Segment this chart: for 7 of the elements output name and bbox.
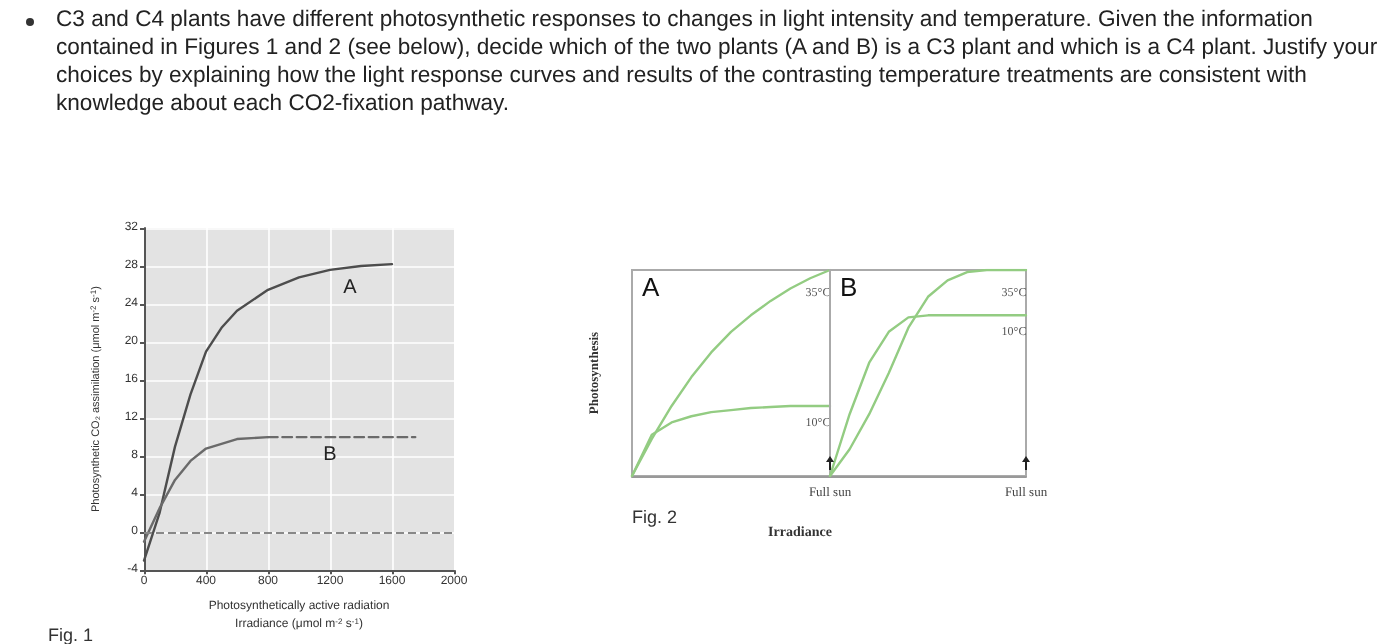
caption: Fig. 2 [632, 507, 678, 527]
chart-title: B [840, 272, 858, 302]
text: B [323, 444, 338, 467]
chart-title: A [642, 272, 660, 302]
text: C3 and C4 plants have different photosynthetic responses to changes in light intensity and temperature. Given the information contained in Figures 1 and 2 (see below), decide which of the two plants (A and B) is a C3 plant and which is a C4 plant. Justify your choices by explaining how the light response curves and results of the contrasting temperature treatments are consistent with knowledge about each CO2-fixation pathway. [56, 6, 1380, 118]
caption: Fig. 1 [48, 625, 94, 644]
series-label: A [343, 277, 358, 300]
